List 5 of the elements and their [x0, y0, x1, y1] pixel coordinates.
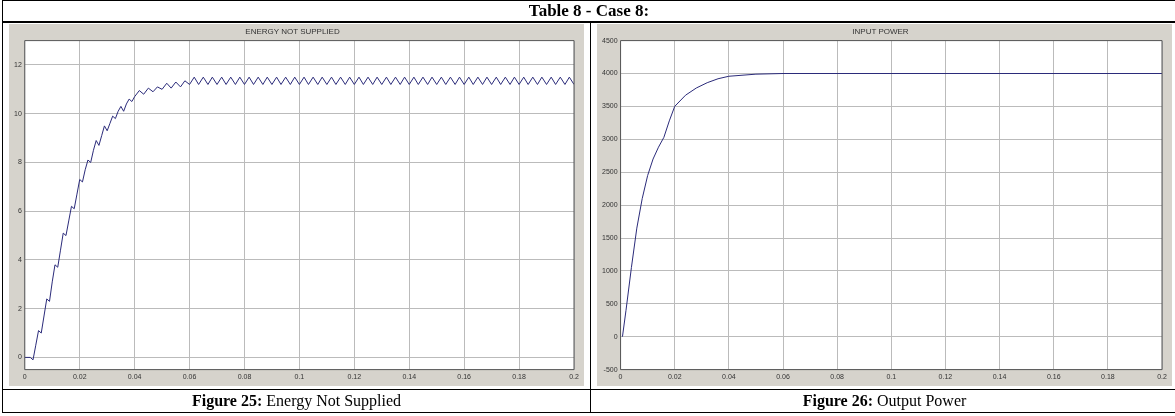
caption: Figure 26: Output Power: [802, 392, 967, 409]
chart-title: INPUT POWER: [852, 27, 909, 36]
chart-title: ENERGY NOT SUPPLIED: [245, 27, 340, 36]
caption: Figure 25: Energy Not Supplied: [191, 392, 402, 409]
caption: Table 8 - Case 8:: [528, 1, 650, 20]
